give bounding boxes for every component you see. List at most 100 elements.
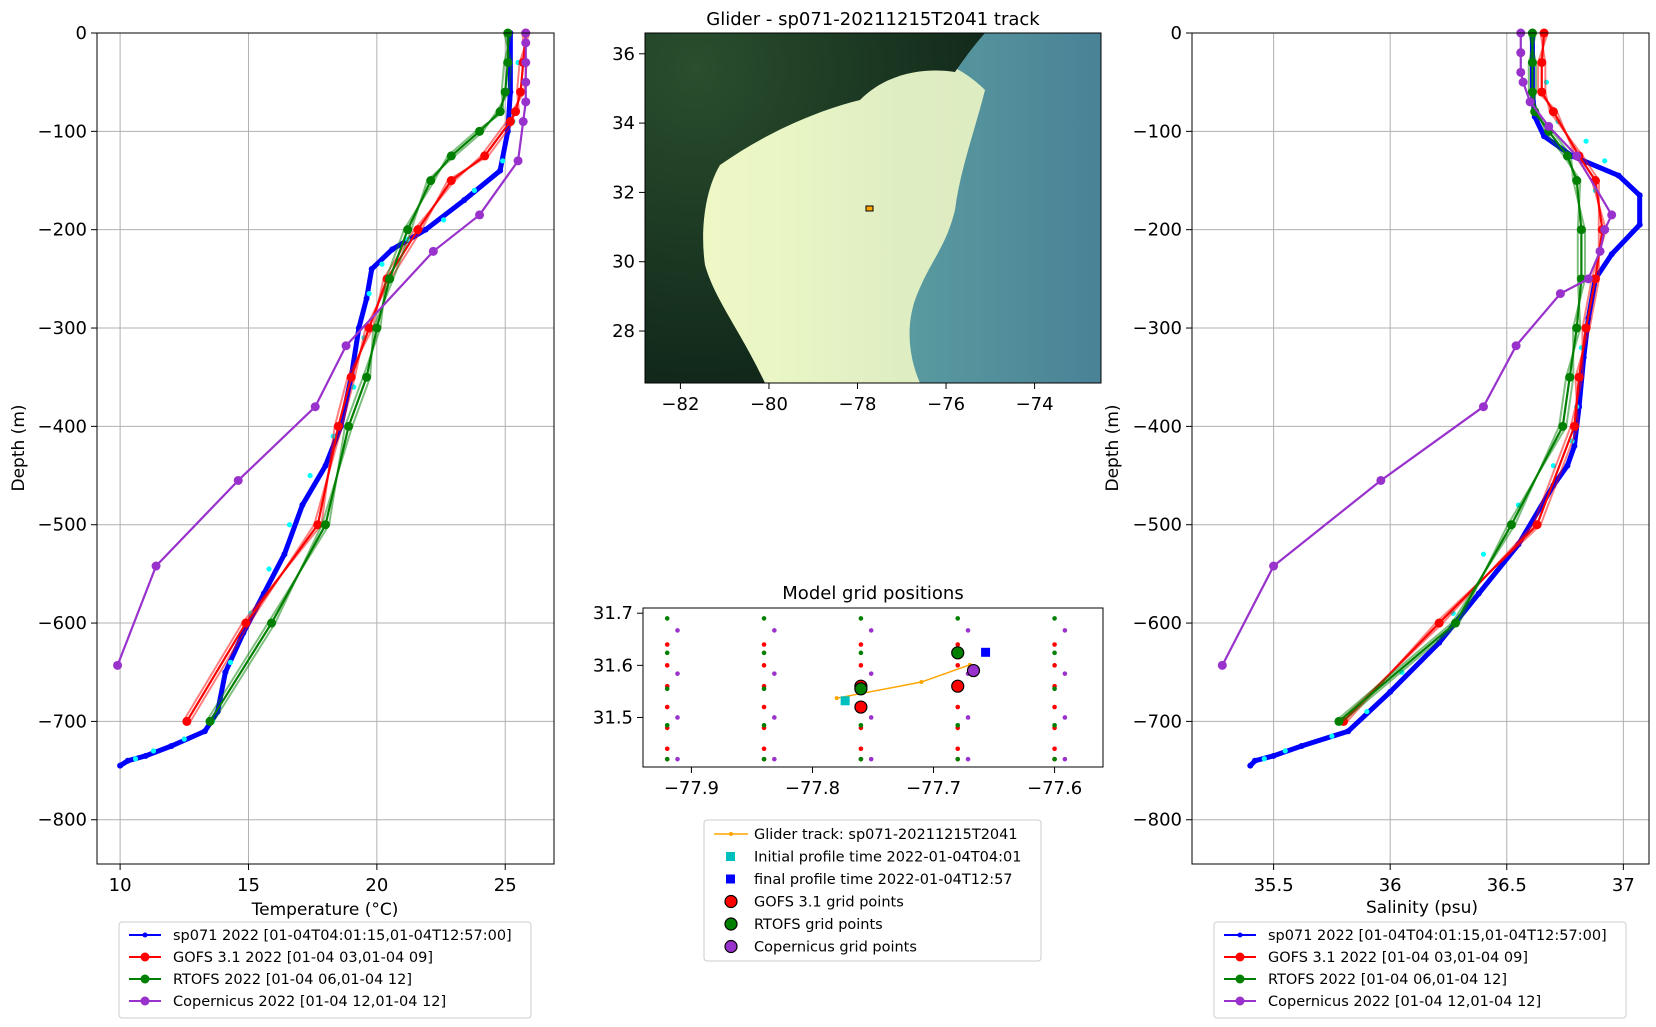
- salinity-data-point: [1581, 323, 1591, 333]
- model-grid-point-marker: [966, 663, 981, 678]
- temperature-legend-marker: [142, 932, 148, 938]
- rtofs-grid-dot: [664, 650, 670, 656]
- salinity-data-point: [1636, 192, 1643, 199]
- gofs-grid-dot: [761, 663, 767, 668]
- salinity-data-point: [1387, 688, 1394, 695]
- salinity-data-point: [1558, 421, 1568, 431]
- temperature-data-point: [461, 197, 468, 204]
- salinity-legend-marker: [1235, 974, 1245, 984]
- salinity-legend-marker: [1235, 996, 1245, 1006]
- copernicus-grid-dot: [675, 715, 680, 720]
- temperature-data-point: [500, 158, 506, 164]
- temperature-legend-label: GOFS 3.1 2022 [01-04 03,01-04 09]: [173, 950, 433, 966]
- model-grid-xtick-label: −77.8: [785, 778, 840, 799]
- model-grid-legend-box: [703, 819, 1042, 962]
- salinity-data-point: [1298, 742, 1305, 749]
- temperature-data-point: [510, 107, 520, 117]
- rtofs-grid-dot: [858, 616, 864, 621]
- salinity-data-point: [1607, 210, 1617, 220]
- salinity-xtick-label: 37: [1612, 875, 1635, 896]
- model-grid-legend-marker: [729, 832, 733, 836]
- copernicus-grid-dot: [772, 671, 777, 676]
- salinity-series-line: [1342, 32, 1604, 723]
- temperature-data-point: [521, 58, 531, 68]
- salinity-series-rtofs: [1334, 28, 1586, 726]
- temperature-xtick-label: 20: [365, 875, 388, 896]
- glider-track-marker: [865, 205, 874, 212]
- model-grid-ytick-label: 31.6: [593, 655, 633, 676]
- temperature-data-point: [362, 372, 372, 382]
- salinity-data-point: [1548, 107, 1558, 117]
- salinity-series-line: [1221, 33, 1613, 666]
- copernicus-grid-dot: [675, 756, 680, 762]
- temperature-data-point: [505, 117, 515, 127]
- temperature-data-point: [286, 522, 293, 528]
- gofs-grid-dot: [955, 642, 961, 647]
- salinity-data-point: [1516, 48, 1526, 58]
- salinity-data-point: [1574, 372, 1584, 382]
- gofs-grid-dot: [1052, 704, 1057, 710]
- salinity-data-point: [1562, 151, 1572, 161]
- salinity-data-point: [1572, 323, 1582, 333]
- temperature-data-point: [310, 402, 320, 412]
- salinity-data-point: [1615, 172, 1622, 179]
- salinity-ytick-label: −200: [1133, 220, 1182, 241]
- temperature-legend: sp071 2022 [01-04T04:01:15,01-04T12:57:0…: [118, 921, 532, 1019]
- salinity-ytick-label: −700: [1133, 711, 1182, 732]
- model-grid-legend-marker: [724, 894, 738, 909]
- gofs-grid-dot: [761, 704, 767, 710]
- salinity-ytick-label: −800: [1133, 810, 1182, 831]
- temperature-data-point: [363, 295, 370, 302]
- salinity-series-sp071: [1261, 79, 1608, 762]
- copernicus-grid-dot: [1062, 756, 1068, 762]
- temperature-ytick-label: −100: [38, 121, 87, 142]
- map-ytick-label: 36: [612, 44, 635, 65]
- rtofs-grid-dot: [1052, 650, 1057, 656]
- rtofs-grid-dot: [664, 616, 670, 621]
- map-ytick-label: 28: [612, 321, 635, 342]
- salinity-data-point: [1329, 733, 1335, 739]
- temperature-data-point: [372, 323, 382, 333]
- temperature-series-rtofs: [205, 28, 513, 726]
- temperature-data-point: [521, 77, 531, 87]
- salinity-data-point: [1600, 225, 1610, 235]
- salinity-data-point: [1636, 221, 1643, 228]
- gofs-grid-dot: [955, 663, 961, 668]
- temperature-series-line: [116, 33, 527, 666]
- salinity-xtick-label: 35.5: [1254, 875, 1294, 896]
- map-ticks: −82 −80 −78 −76 −74 28 30 32 34 36: [612, 44, 1053, 415]
- rtofs-grid-dot: [1052, 616, 1057, 621]
- temperature-xtick-label: 10: [109, 875, 132, 896]
- salinity-data-point: [1516, 67, 1526, 77]
- temperature-data-point: [428, 246, 438, 256]
- salinity-profiles: [1217, 28, 1643, 769]
- temperature-ytick-label: −200: [38, 220, 87, 241]
- temperature-data-point: [299, 502, 306, 509]
- gofs-grid-dot: [858, 642, 864, 647]
- temperature-data-point: [113, 660, 123, 670]
- temperature-data-point: [364, 323, 374, 333]
- rtofs-grid-dot: [664, 722, 670, 728]
- gofs-grid-dot: [858, 663, 864, 668]
- salinity-ytick-label: −400: [1133, 416, 1182, 437]
- gofs-grid-dot: [761, 642, 767, 647]
- rtofs-grid-dot: [664, 686, 670, 692]
- map-xtick-label: −78: [839, 394, 877, 415]
- model-grid-legend-label: Initial profile time 2022-01-04T04:01: [754, 850, 1021, 866]
- salinity-ticks: 35.5 36 36.5 37 0 −100 −200 −300 −400 −500 −600 −70…: [1133, 23, 1635, 896]
- salinity-legend-label: Copernicus 2022 [01-04 12,01-04 12]: [1268, 994, 1541, 1010]
- rtofs-grid-dot: [761, 650, 767, 656]
- temperature-series-line: [118, 33, 513, 768]
- glider-track-point: [834, 696, 839, 701]
- salinity-series-sp071: [1247, 30, 1643, 769]
- temperature-data-point: [518, 117, 528, 127]
- model-grid-legend-label: RTOFS grid points: [754, 917, 883, 933]
- gofs-grid-dot: [1052, 663, 1057, 668]
- temperature-data-point: [503, 58, 513, 68]
- temperature-data-point: [379, 261, 385, 267]
- temperature-legend-marker: [140, 952, 150, 962]
- salinity-ytick-label: 0: [1171, 23, 1182, 44]
- copernicus-grid-dot: [772, 628, 777, 633]
- salinity-legend-label: GOFS 3.1 2022 [01-04 03,01-04 09]: [1268, 950, 1528, 966]
- temperature-data-point: [446, 151, 456, 161]
